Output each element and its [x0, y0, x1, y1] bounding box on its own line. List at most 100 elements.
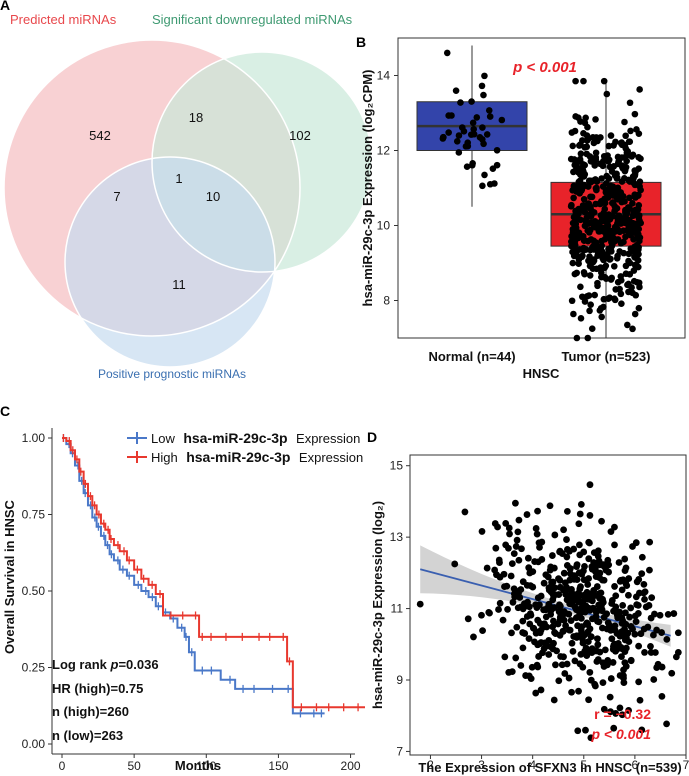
- panel-c-xtick-label: 0: [59, 759, 66, 773]
- panel-d-point: [575, 520, 583, 528]
- panel-b-point: [635, 263, 642, 271]
- panel-d-point: [633, 601, 641, 609]
- panel-b-ylabel: hsa-miR-29c-3p Expression (log₂CPM): [360, 70, 375, 307]
- panel-b-point: [568, 238, 575, 246]
- panel-d-point: [557, 653, 565, 660]
- panel-d-point: [491, 566, 499, 574]
- panel-b-point: [613, 188, 620, 196]
- panel-b-point: [464, 142, 472, 150]
- panel-d-point: [551, 531, 559, 539]
- panel-d-point: [611, 541, 618, 549]
- panel-d-point: [514, 604, 522, 612]
- panel-b-ytick-label: 10: [377, 219, 391, 233]
- panel-d-point: [527, 582, 534, 589]
- panel-b-point: [595, 228, 603, 235]
- panel-b-point: [623, 157, 630, 165]
- panel-b-point: [631, 310, 639, 318]
- panel-b-point: [607, 255, 614, 263]
- panel-d-point: [552, 661, 559, 669]
- panel-d-point: [640, 580, 648, 588]
- panel-d-point: [573, 561, 581, 569]
- panel-d-point: [611, 622, 619, 630]
- panel-b-point: [628, 153, 636, 160]
- panel-d-point: [592, 608, 600, 616]
- panel-b-point: [622, 163, 630, 171]
- panel-d-point: [534, 616, 542, 624]
- panel-b-point: [577, 283, 584, 291]
- panel-d-point: [627, 656, 635, 664]
- panel-b-point: [636, 234, 644, 241]
- panel-b-point: [568, 297, 576, 305]
- panel-b-point: [582, 246, 590, 253]
- panel-d-point: [658, 629, 666, 636]
- panel-label-b: B: [356, 34, 366, 50]
- panel-d-point: [585, 575, 593, 582]
- panel-c-ytick-label: 1.00: [22, 431, 46, 445]
- panel-b-point: [585, 200, 593, 207]
- panel-d-point: [581, 595, 589, 603]
- panel-b-point: [570, 194, 577, 202]
- panel-b-point: [611, 296, 619, 304]
- panel-d-point: [594, 641, 602, 649]
- panel-d-xtick-label: 6: [632, 758, 639, 772]
- panel-b-point: [625, 280, 632, 288]
- panel-d-point: [507, 572, 515, 580]
- panel-d-point: [650, 676, 658, 683]
- panel-d-xtick-label: 5: [580, 758, 587, 772]
- panel-d-point: [519, 617, 527, 625]
- panel-b-point: [579, 233, 587, 241]
- panel-d-point: [568, 639, 576, 647]
- panel-b-point: [613, 174, 621, 181]
- panel-d-point: [600, 705, 608, 713]
- panel-label-a: A: [0, 0, 10, 13]
- panel-b-point: [588, 325, 596, 333]
- panel-b-point: [576, 246, 583, 253]
- panel-d-point: [559, 627, 567, 635]
- panel-b-point: [634, 256, 642, 264]
- venn-outline-downregulated: [151, 51, 373, 273]
- panel-d-point: [568, 688, 575, 696]
- panel-d-point: [618, 586, 626, 594]
- panel-d-point: [638, 570, 646, 578]
- panel-b-point: [635, 153, 642, 161]
- panel-d-point: [546, 502, 554, 510]
- panel-b-point: [581, 208, 589, 216]
- panel-d-point: [591, 592, 599, 599]
- panel-d-point: [625, 707, 632, 714]
- panel-b-point: [611, 208, 618, 215]
- panel-b-point: [572, 187, 580, 195]
- panel-d-point: [519, 644, 527, 652]
- panel-b-point: [570, 247, 578, 255]
- panel-d-point: [526, 569, 534, 577]
- panel-d-point: [622, 609, 629, 617]
- panel-b-point: [455, 149, 463, 156]
- panel-d-point: [573, 576, 581, 583]
- panel-b-point: [467, 131, 475, 138]
- panel-d-point: [631, 612, 639, 620]
- panel-label-d: D: [367, 429, 377, 445]
- panel-b-point: [585, 135, 592, 143]
- panel-b-point: [486, 113, 494, 120]
- panel-d-point: [538, 556, 546, 563]
- panel-d-point: [556, 601, 563, 609]
- panel-d-point: [618, 711, 626, 719]
- panel-d-point: [635, 642, 643, 650]
- panel-d-point: [532, 525, 540, 532]
- panel-b-point: [579, 164, 586, 171]
- panel-d-point: [611, 583, 618, 590]
- panel-d-point: [577, 500, 585, 508]
- panel-d-point: [622, 662, 630, 670]
- panel-b-point: [625, 176, 632, 184]
- panel-b-point: [635, 202, 643, 209]
- panel-b-point: [625, 138, 633, 145]
- panel-d-point: [525, 635, 533, 643]
- panel-b-point: [586, 307, 593, 315]
- panel-b-point: [453, 138, 461, 145]
- panel-d-point: [616, 704, 624, 712]
- panel-b-point: [579, 293, 586, 301]
- panel-b-point: [618, 141, 626, 149]
- panel-d-point: [607, 675, 615, 682]
- panel-d-point: [599, 679, 607, 687]
- panel-b-point: [498, 116, 506, 124]
